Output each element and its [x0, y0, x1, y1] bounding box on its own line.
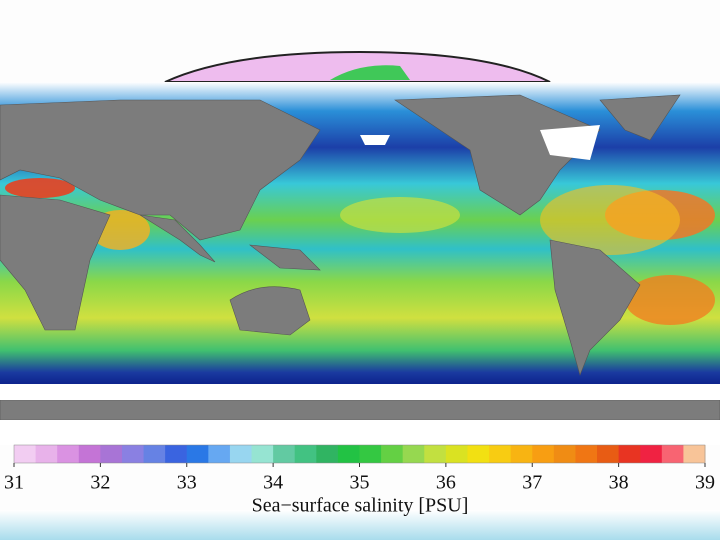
tick-label: 32: [90, 472, 110, 494]
colorbar-swatch: [100, 445, 123, 463]
salinity-high: [540, 185, 680, 255]
colorbar-swatch: [273, 445, 296, 463]
tick-label: 39: [695, 472, 715, 494]
colorbar-swatch: [510, 445, 533, 463]
colorbar-swatch: [445, 445, 468, 463]
colorbar-swatch: [640, 445, 663, 463]
colorbar-swatch: [143, 445, 166, 463]
colorbar-swatch: [359, 445, 382, 463]
tick-label: 33: [177, 472, 197, 494]
colorbar-swatch: [575, 445, 598, 463]
colorbar-swatch: [57, 445, 80, 463]
tick-label: 35: [350, 472, 370, 494]
colorbar-swatch: [618, 445, 641, 463]
colorbar-swatch: [337, 445, 360, 463]
colorbar-swatch: [402, 445, 425, 463]
map: [0, 82, 720, 445]
colorbar-swatch: [35, 445, 58, 463]
tick-label: 37: [522, 472, 542, 494]
footer-band: [0, 510, 720, 540]
arctic-water: [330, 65, 410, 80]
colorbar-swatch: [424, 445, 447, 463]
colorbar: 31 32 33 34 35 36 37 38 39: [4, 444, 715, 494]
colorbar-title: Sea−surface salinity [PSU]: [252, 495, 469, 517]
colorbar-swatch: [14, 445, 37, 463]
colorbar-swatch: [294, 445, 317, 463]
colorbar-swatch: [208, 445, 231, 463]
salinity-high: [5, 178, 75, 198]
colorbar-swatch: [489, 445, 512, 463]
tick-label: 36: [436, 472, 456, 494]
colorbar-swatch: [229, 445, 253, 463]
salinity-high: [625, 275, 715, 325]
colorbar-swatch: [121, 445, 145, 463]
colorbar-swatch: [661, 445, 684, 463]
colorbar-swatch: [316, 445, 339, 463]
colorbar-swatch: [251, 445, 274, 463]
land: [0, 94, 720, 421]
arctic-cap: [164, 50, 551, 83]
colorbar-swatch: [553, 445, 576, 463]
colorbar-swatch: [597, 445, 620, 463]
colorbar-swatch: [78, 445, 101, 463]
tick-label: 38: [609, 472, 629, 494]
colorbar-swatch: [186, 445, 209, 463]
colorbar-swatch: [683, 445, 706, 463]
ice: [0, 125, 720, 445]
colorbar-swatch: [381, 445, 404, 463]
colorbar-swatch: [165, 445, 188, 463]
colorbar-swatch: [532, 445, 555, 463]
salinity-mid: [340, 197, 460, 233]
tick-label: 31: [4, 472, 24, 494]
tick-label: 34: [263, 472, 283, 494]
colorbar-swatch: [467, 445, 490, 463]
